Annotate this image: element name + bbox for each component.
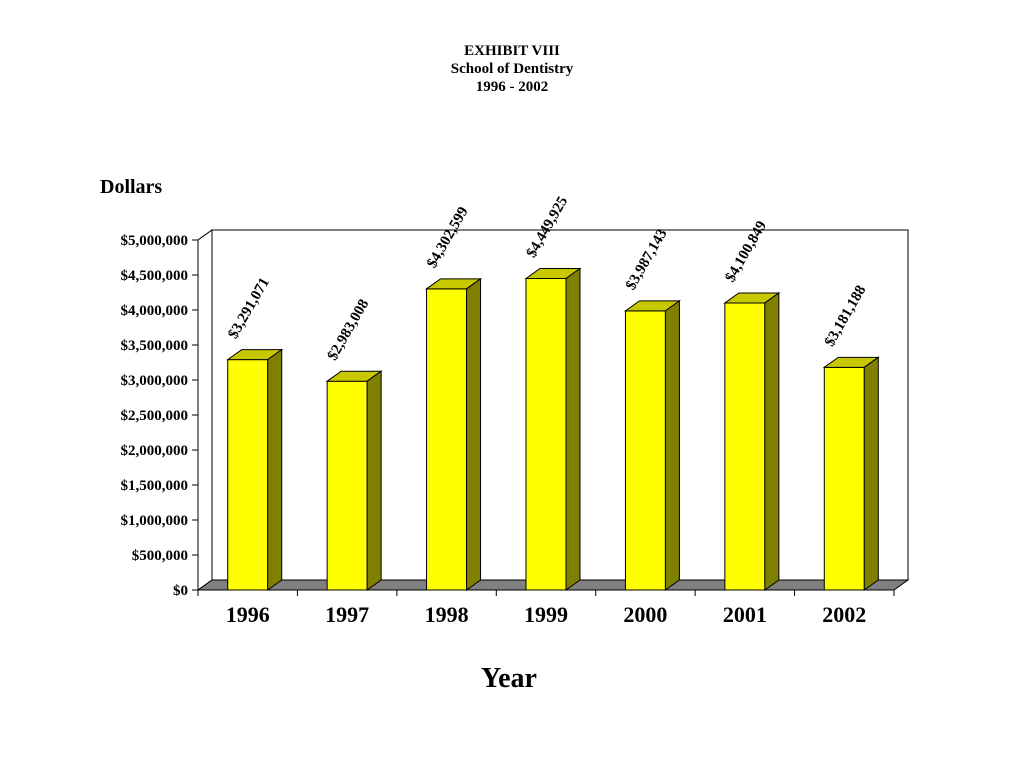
chart-title-block: EXHIBIT VIII School of Dentistry 1996 - …: [0, 42, 1024, 96]
y-axis-label: Dollars: [100, 176, 162, 198]
bars: [226, 267, 880, 591]
chart-title: EXHIBIT VIII: [464, 43, 560, 59]
bar: [623, 299, 681, 591]
bar-side: [267, 348, 283, 591]
y-tick-label: $5,000,000: [121, 233, 189, 249]
chart-period: 1996 - 2002: [475, 79, 549, 95]
bar-front: [227, 359, 269, 591]
bar-front: [624, 310, 666, 591]
bar-side: [863, 356, 879, 591]
side-wall: [197, 229, 213, 591]
x-tick-label: 1999: [524, 602, 568, 627]
bar-front: [724, 302, 766, 591]
x-tick-label: 2001: [723, 602, 767, 627]
bar: [822, 356, 880, 591]
bar-side: [466, 277, 482, 591]
bar-front: [326, 380, 368, 591]
y-tick-label: $2,500,000: [121, 408, 189, 424]
y-tick-label: $3,000,000: [121, 373, 189, 389]
y-tick-label: $1,500,000: [121, 478, 189, 494]
x-tick-label: 1997: [325, 602, 369, 627]
x-tick-label: 2000: [623, 602, 667, 627]
y-tick-label: $500,000: [132, 548, 188, 564]
bar-front: [426, 288, 468, 591]
bar: [723, 291, 781, 591]
bar: [524, 267, 582, 591]
bar: [325, 370, 383, 591]
bar-side: [565, 267, 581, 591]
bar: [425, 277, 483, 591]
x-axis-label: Year: [481, 663, 537, 694]
y-tick-label: $4,500,000: [121, 268, 189, 284]
bar-side: [664, 299, 680, 591]
y-tick-label: $4,000,000: [121, 303, 189, 319]
bar: [226, 348, 284, 591]
x-axis: 1996 1997 1998 1999 2000 2001 2002: [197, 589, 895, 627]
chart-subtitle: School of Dentistry: [450, 61, 574, 77]
y-tick-label: $0: [173, 583, 188, 599]
y-tick-label: $3,500,000: [121, 338, 189, 354]
bar-front: [525, 278, 567, 591]
y-tick-label: $1,000,000: [121, 513, 189, 529]
y-axis: $0 $500,000 $1,000,000 $1,500,000 $2,000,000…: [121, 233, 199, 599]
x-tick-label: 1998: [425, 602, 469, 627]
bar-front: [823, 366, 865, 591]
y-tick-label: $2,000,000: [121, 443, 189, 459]
x-tick-label: 2002: [822, 602, 866, 627]
bar-side: [764, 291, 780, 591]
bar-side: [366, 370, 382, 591]
x-tick-label: 1996: [226, 602, 270, 627]
